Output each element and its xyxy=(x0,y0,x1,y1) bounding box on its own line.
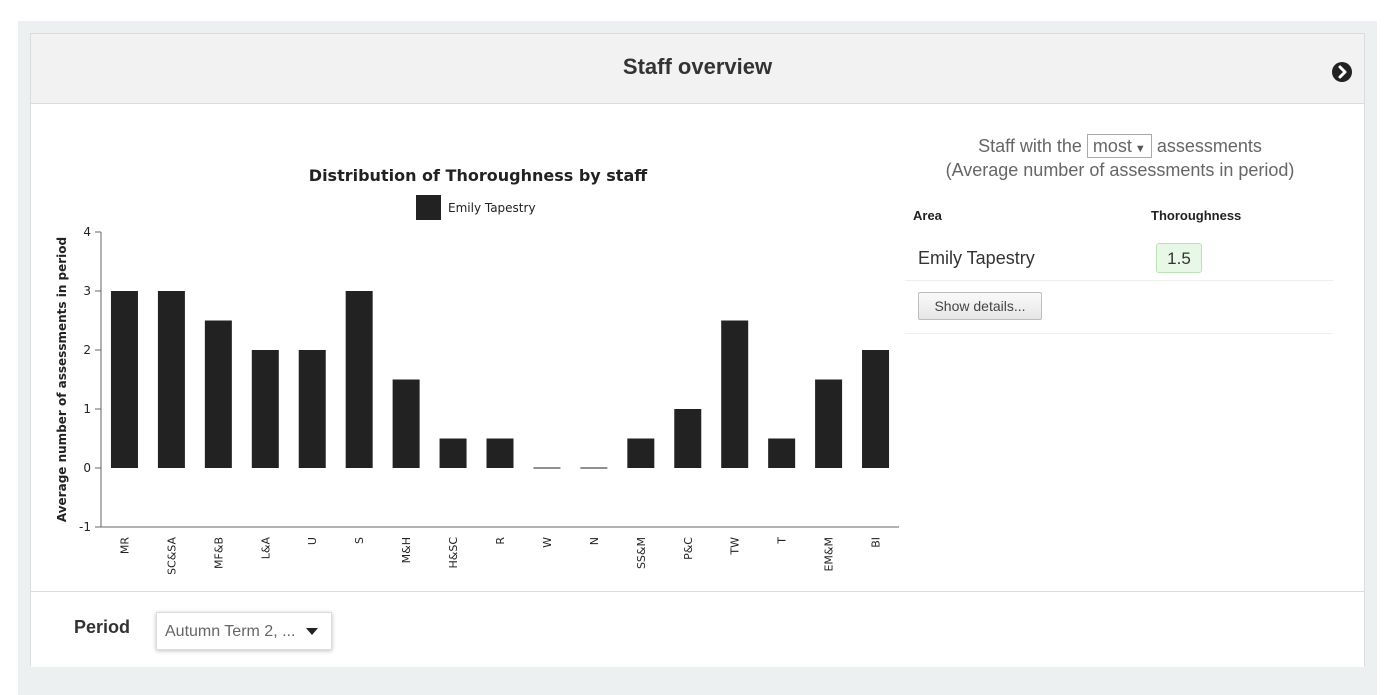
column-header-thoroughness: Thoroughness xyxy=(1151,208,1242,223)
thoroughness-value-badge: 1.5 xyxy=(1156,243,1202,273)
y-tick-label: 0 xyxy=(83,461,91,475)
show-details-button[interactable]: Show details... xyxy=(918,292,1042,320)
bar xyxy=(439,438,467,468)
table-row: Emily Tapestry 1.5 xyxy=(905,236,1333,281)
chevron-right-circle-icon[interactable] xyxy=(1332,62,1352,82)
x-tick-label: SS&M xyxy=(635,537,648,569)
y-tick-label: 1 xyxy=(83,402,91,416)
summary-suffix: assessments xyxy=(1156,136,1262,156)
table-header: Area Thoroughness xyxy=(913,208,1333,228)
y-tick-label: 3 xyxy=(83,284,91,298)
summary-prefix: Staff with the xyxy=(978,136,1082,156)
thoroughness-bar-chart: Distribution of Thoroughness by staff Emi… xyxy=(55,166,899,574)
staff-name-cell: Emily Tapestry xyxy=(918,248,1035,268)
panel-header: Staff overview xyxy=(31,34,1364,104)
x-tick-label: N xyxy=(588,537,601,545)
summary-section: Staff with the most ▼ assessments (Averag… xyxy=(905,134,1335,334)
x-tick-label: M&H xyxy=(400,537,413,563)
x-tick-label: BI xyxy=(870,537,883,548)
x-tick-label: EM&M xyxy=(823,537,836,572)
x-tick-label: H&SC xyxy=(447,537,460,569)
y-axis-label: Average number of assessments in period xyxy=(55,237,69,522)
bar xyxy=(298,350,326,468)
summary-subtitle: (Average number of assessments in period… xyxy=(945,160,1295,180)
details-row: Show details... xyxy=(905,281,1333,334)
bar xyxy=(392,379,420,468)
x-tick-label: L&A xyxy=(259,537,272,560)
bar xyxy=(815,379,843,468)
bar xyxy=(674,409,702,468)
x-tick-label: TW xyxy=(729,537,742,556)
x-tick-label: T xyxy=(776,537,789,545)
x-tick-label: MF&B xyxy=(212,537,225,569)
caret-down-icon xyxy=(306,628,318,635)
most-least-select-value: most xyxy=(1092,136,1132,156)
staff-overview-panel: Staff overview Distribution of Thoroughn… xyxy=(30,33,1365,667)
panel-title: Staff overview xyxy=(622,54,773,79)
column-header-area: Area xyxy=(913,208,942,223)
bar xyxy=(157,291,185,468)
summary-prompt: Staff with the most ▼ assessments (Averag… xyxy=(905,134,1335,182)
x-tick-label: U xyxy=(306,537,319,545)
dashboard-background: Staff overview Distribution of Thoroughn… xyxy=(18,21,1377,695)
x-tick-label: W xyxy=(541,537,554,548)
chart-title: Distribution of Thoroughness by staff xyxy=(309,166,648,185)
most-least-select[interactable]: most ▼ xyxy=(1086,134,1152,158)
period-footer: Period Autumn Term 2, ... xyxy=(31,591,1364,667)
bar xyxy=(627,438,655,468)
legend-swatch xyxy=(416,195,441,220)
bar xyxy=(204,320,232,468)
y-tick-label: 2 xyxy=(83,343,91,357)
caret-down-icon: ▼ xyxy=(1134,143,1146,155)
x-tick-label: SC&SA xyxy=(165,537,178,574)
bar xyxy=(110,291,138,468)
bar xyxy=(862,350,890,468)
x-tick-label: S xyxy=(353,537,366,544)
bar xyxy=(345,291,373,468)
x-tick-label: MR xyxy=(118,537,131,554)
bar xyxy=(251,350,279,468)
bar xyxy=(721,320,749,468)
bar xyxy=(768,438,796,468)
y-tick-label: -1 xyxy=(79,520,91,534)
period-select[interactable]: Autumn Term 2, ... xyxy=(156,612,332,650)
period-select-value: Autumn Term 2, ... xyxy=(165,623,296,640)
x-tick-label: R xyxy=(494,537,507,545)
y-tick-label: 4 xyxy=(83,225,91,239)
x-tick-label: P&C xyxy=(682,537,695,560)
period-label: Period xyxy=(74,617,131,637)
legend-label: Emily Tapestry xyxy=(448,201,536,215)
bar xyxy=(486,438,514,468)
